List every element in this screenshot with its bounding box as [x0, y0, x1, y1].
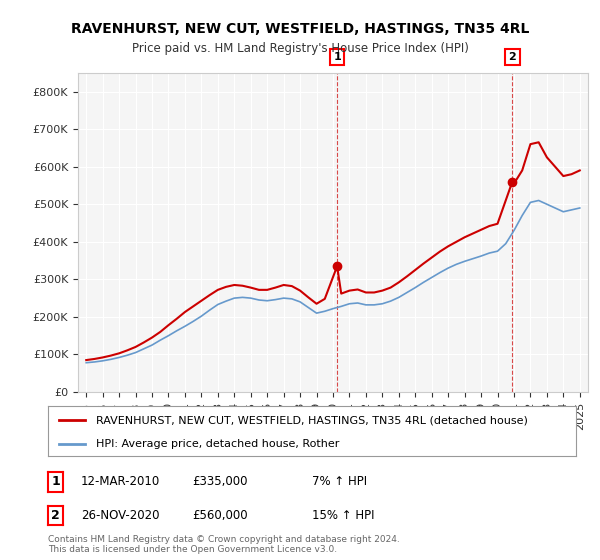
- Text: Contains HM Land Registry data © Crown copyright and database right 2024.
This d: Contains HM Land Registry data © Crown c…: [48, 535, 400, 554]
- Text: £560,000: £560,000: [192, 508, 248, 522]
- Text: £335,000: £335,000: [192, 475, 248, 488]
- Text: 26-NOV-2020: 26-NOV-2020: [81, 508, 160, 522]
- Text: RAVENHURST, NEW CUT, WESTFIELD, HASTINGS, TN35 4RL: RAVENHURST, NEW CUT, WESTFIELD, HASTINGS…: [71, 22, 529, 36]
- Text: 12-MAR-2010: 12-MAR-2010: [81, 475, 160, 488]
- Text: 2: 2: [508, 52, 516, 62]
- Text: RAVENHURST, NEW CUT, WESTFIELD, HASTINGS, TN35 4RL (detached house): RAVENHURST, NEW CUT, WESTFIELD, HASTINGS…: [95, 415, 527, 425]
- Text: Price paid vs. HM Land Registry's House Price Index (HPI): Price paid vs. HM Land Registry's House …: [131, 42, 469, 55]
- Text: 1: 1: [51, 475, 60, 488]
- Text: 15% ↑ HPI: 15% ↑ HPI: [312, 508, 374, 522]
- Text: 1: 1: [333, 52, 341, 62]
- Text: HPI: Average price, detached house, Rother: HPI: Average price, detached house, Roth…: [95, 439, 339, 449]
- Text: 7% ↑ HPI: 7% ↑ HPI: [312, 475, 367, 488]
- Text: 2: 2: [51, 509, 60, 522]
